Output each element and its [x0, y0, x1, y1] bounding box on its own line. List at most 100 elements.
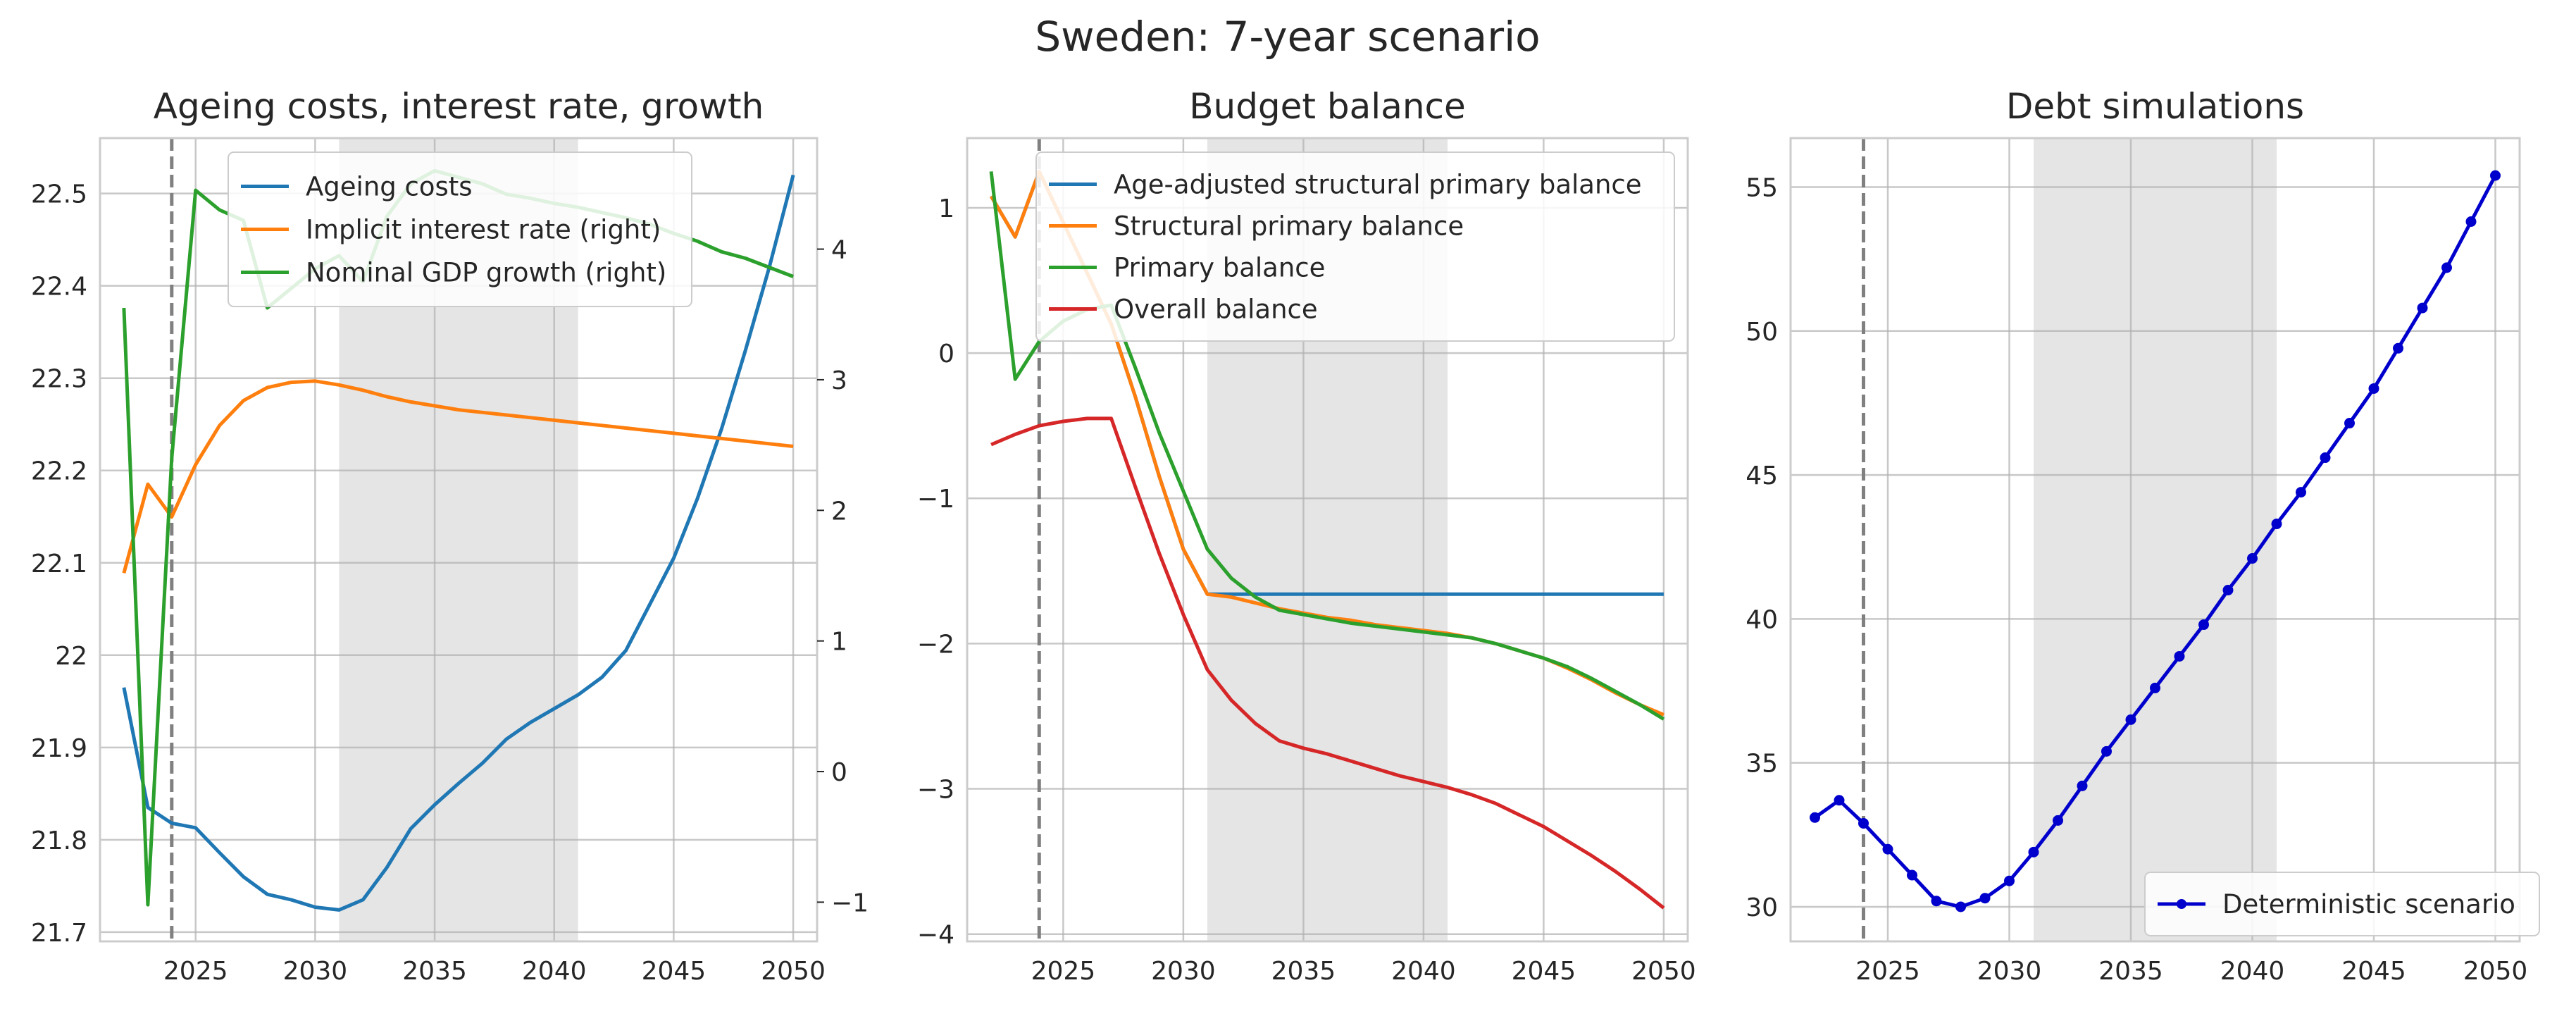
- x-tick-label: 2040: [2220, 957, 2285, 986]
- data-point: [1979, 893, 1991, 904]
- data-point: [2028, 846, 2039, 858]
- chart-panels: 2025 2030 2035 2040 2045 205021.721.821.92222…: [31, 86, 2540, 986]
- legend-box: [2144, 872, 2540, 936]
- right-y-tick-label: 1: [831, 628, 847, 657]
- data-point: [2490, 170, 2501, 181]
- data-point: [1810, 812, 1820, 823]
- legend-label: Ageing costs: [306, 172, 473, 202]
- chart-title: Ageing costs, interest rate, growth: [154, 86, 764, 127]
- y-tick-label: 30: [1746, 893, 1778, 922]
- x-tick-label: 2035: [2098, 957, 2163, 986]
- x-tick-label: 2050: [2463, 957, 2528, 986]
- legend-label: Structural primary balance: [1114, 211, 1464, 242]
- y-tick-label: 45: [1746, 462, 1778, 490]
- y-tick-label: 22.2: [31, 457, 87, 486]
- data-point: [2465, 216, 2477, 227]
- data-point: [2125, 714, 2136, 725]
- data-point: [2441, 262, 2452, 273]
- data-point: [2393, 342, 2403, 354]
- y-tick-label: −3: [917, 776, 954, 805]
- data-point: [2344, 418, 2355, 429]
- y-tick-label: 22.3: [31, 365, 87, 394]
- y-tick-label: 0: [938, 340, 954, 369]
- shaded-region: [2034, 138, 2277, 941]
- x-tick-label: 2030: [283, 957, 348, 986]
- legend-label: Age-adjusted structural primary balance: [1114, 170, 1642, 200]
- data-point: [2004, 875, 2015, 886]
- y-tick-label: 21.7: [31, 919, 87, 948]
- right-y-tick-label: 4: [831, 236, 847, 265]
- data-point: [1834, 795, 1845, 806]
- right-y-tick-label: 0: [831, 758, 847, 787]
- legend-marker: [2177, 899, 2186, 909]
- legend-label: Primary balance: [1114, 253, 1325, 283]
- x-tick-label: 2035: [402, 957, 467, 986]
- y-tick-label: 22: [55, 642, 87, 671]
- chart-title: Budget balance: [1189, 86, 1466, 127]
- data-point: [1858, 817, 1869, 829]
- legend-label: Implicit interest rate (right): [306, 215, 661, 245]
- x-tick-label: 2045: [642, 957, 707, 986]
- series-line-1: [122, 174, 795, 912]
- legend-box: [1035, 151, 1675, 342]
- y-tick-label: 21.8: [31, 827, 87, 855]
- x-tick-label: 2035: [1271, 957, 1336, 986]
- y-tick-label: 21.9: [31, 734, 87, 763]
- data-point: [2320, 452, 2331, 464]
- x-tick-label: 2030: [1977, 957, 2042, 986]
- y-tick-label: 40: [1746, 605, 1778, 634]
- y-tick-label: 1: [938, 194, 954, 223]
- data-point: [2247, 553, 2258, 564]
- right-y-tick-label: 3: [831, 366, 847, 395]
- legend-box: [228, 151, 692, 307]
- y-tick-label: −4: [917, 921, 954, 950]
- x-tick-label: 2025: [163, 957, 228, 986]
- chart-panel-2: 2025 2030 2035 2040 2045 2050 −4 −3 −2 −1 0 1 Budget…: [917, 86, 1696, 986]
- y-tick-label: 22.1: [31, 550, 87, 578]
- chart-title: Debt simulations: [2006, 86, 2304, 127]
- legend-label: Nominal GDP growth (right): [306, 258, 666, 288]
- data-point: [1955, 901, 1966, 912]
- y-tick-label: 22.4: [31, 273, 87, 302]
- chart-panel-3: 2025 2030 2035 2040 2045 2050 30 35 40 45 50 55 Debt…: [1746, 86, 2540, 986]
- plot-frame: [1789, 137, 2521, 943]
- plot-frame: [966, 137, 1689, 943]
- data-point: [2296, 487, 2306, 498]
- y-tick-label: 22.5: [31, 180, 87, 209]
- figure-suptitle: Sweden: 7-year scenario: [1035, 13, 1540, 61]
- data-point: [2053, 815, 2063, 826]
- data-point: [2174, 650, 2185, 662]
- data-point: [2198, 619, 2209, 631]
- x-tick-label: 2040: [522, 957, 587, 986]
- data-point: [1882, 843, 1893, 855]
- y-tick-label: 35: [1746, 750, 1778, 779]
- x-tick-label: 2045: [1512, 957, 1576, 986]
- x-tick-label: 2045: [2341, 957, 2406, 986]
- plot-frame: [99, 137, 819, 943]
- right-y-tick-label: −1: [831, 889, 869, 917]
- x-tick-label: 2030: [1151, 957, 1216, 986]
- legend-label: Deterministic scenario: [2222, 889, 2515, 920]
- chart-panel-1: 2025 2030 2035 2040 2045 205021.721.821.92222…: [31, 86, 869, 986]
- data-point: [2271, 519, 2282, 530]
- y-tick-label: 55: [1746, 173, 1778, 202]
- y-tick-label: 50: [1746, 318, 1778, 347]
- data-point: [2368, 383, 2379, 394]
- y-tick-label: −1: [917, 485, 954, 514]
- x-tick-label: 2040: [1391, 957, 1456, 986]
- x-tick-label: 2025: [1031, 957, 1096, 986]
- right-y-tick-label: 2: [831, 497, 847, 526]
- data-point: [1907, 869, 1917, 881]
- data-point: [2150, 682, 2160, 693]
- data-point: [1931, 896, 1942, 907]
- series-line-4: [990, 416, 1665, 910]
- series-line-2: [122, 379, 794, 574]
- x-tick-label: 2050: [1631, 957, 1696, 986]
- x-tick-label: 2025: [1855, 957, 1920, 986]
- x-tick-label: 2050: [761, 957, 826, 986]
- data-point: [2077, 780, 2088, 791]
- data-point: [2417, 302, 2428, 314]
- legend-label: Overall balance: [1114, 295, 1318, 325]
- data-point: [2101, 745, 2112, 757]
